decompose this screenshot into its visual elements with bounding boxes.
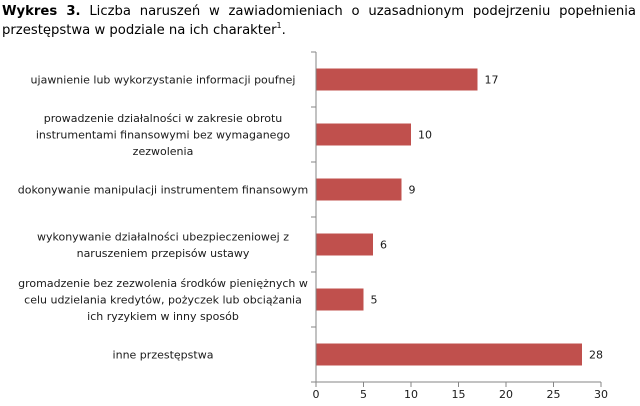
caption-suffix: . bbox=[281, 23, 286, 38]
value-label: 10 bbox=[418, 129, 432, 142]
x-axis: 0 5 10 15 20 25 30 bbox=[311, 51, 608, 401]
chart-caption: Wykres 3. Liczba naruszeń w zawiadomieni… bbox=[2, 2, 636, 40]
x-tick-label: 5 bbox=[360, 388, 367, 401]
value-labels: 17 10 9 6 5 28 bbox=[371, 74, 604, 362]
caption-footnote-ref: 1 bbox=[276, 21, 282, 30]
category-label: wykonywanie działalności ubezpieczeniowe… bbox=[37, 230, 289, 260]
x-tick-label: 0 bbox=[313, 388, 320, 401]
bars bbox=[316, 68, 582, 366]
value-label: 9 bbox=[409, 184, 416, 197]
value-label: 5 bbox=[371, 294, 378, 307]
bar bbox=[316, 68, 478, 91]
bar bbox=[316, 233, 373, 256]
category-labels: ujawnienie lub wykorzystanie informacji … bbox=[18, 74, 308, 362]
value-label: 17 bbox=[485, 74, 499, 87]
caption-text: Liczba naruszeń w zawiadomieniach o uzas… bbox=[2, 4, 636, 38]
bar bbox=[316, 343, 582, 366]
bar bbox=[316, 123, 411, 146]
x-tick-label: 20 bbox=[499, 388, 513, 401]
category-label: dokonywanie manipulacji instrumentem fin… bbox=[18, 184, 308, 197]
x-tick-label: 10 bbox=[404, 388, 418, 401]
x-tick-label: 30 bbox=[594, 388, 608, 401]
bar bbox=[316, 178, 402, 201]
x-tick-label: 15 bbox=[452, 388, 466, 401]
category-label: gromadzenie bez zezwolenia środków pieni… bbox=[18, 277, 308, 323]
value-label: 28 bbox=[589, 349, 603, 362]
caption-prefix: Wykres 3. bbox=[2, 4, 81, 19]
bar bbox=[316, 288, 364, 311]
category-label: inne przestępstwa bbox=[113, 349, 214, 362]
category-label: ujawnienie lub wykorzystanie informacji … bbox=[31, 74, 296, 87]
value-label: 6 bbox=[380, 239, 387, 252]
category-label: prowadzenie działalności w zakresie obro… bbox=[36, 112, 291, 158]
x-tick-label: 25 bbox=[547, 388, 561, 401]
